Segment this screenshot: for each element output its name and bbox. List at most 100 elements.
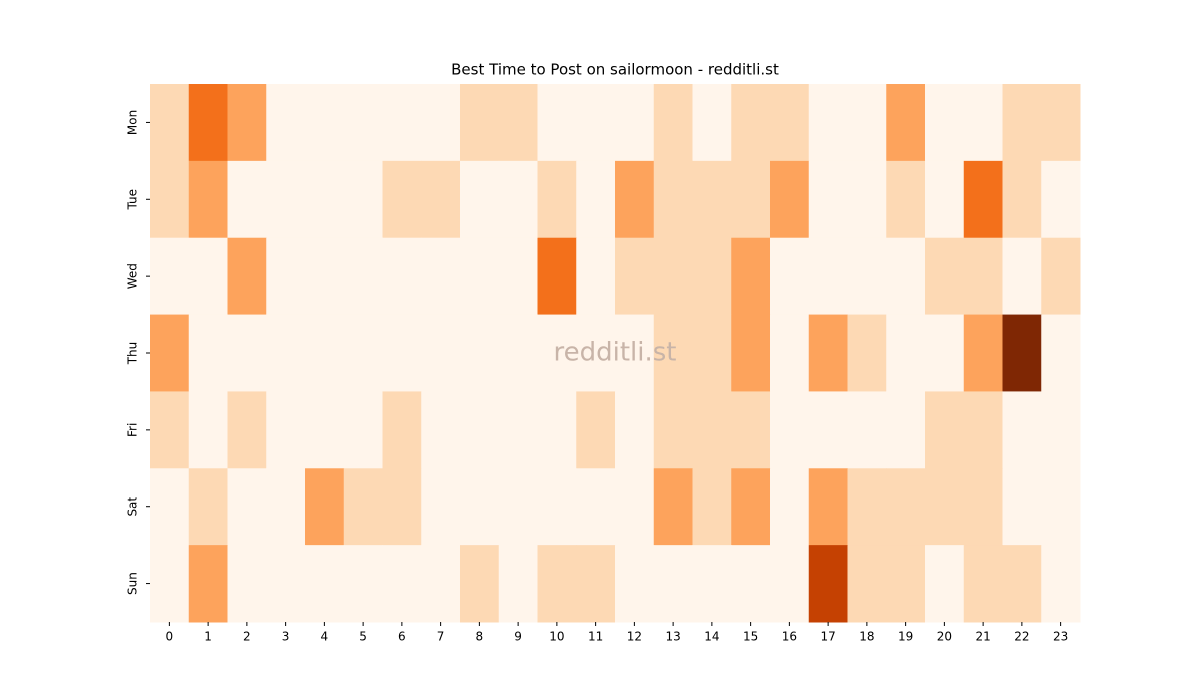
heatmap-cell — [537, 545, 577, 623]
heatmap-cell — [653, 160, 693, 239]
heatmap-cell — [808, 468, 848, 546]
heatmap-cell — [963, 314, 1003, 392]
heatmap-cell — [460, 314, 500, 392]
heatmap-cell — [305, 545, 345, 623]
y-tick-label: Fri — [126, 423, 140, 437]
heatmap-cell — [227, 84, 267, 162]
heatmap-cell — [343, 314, 383, 392]
heatmap-cell — [343, 84, 383, 162]
heatmap-cell — [498, 468, 538, 546]
heatmap-cell — [498, 84, 538, 162]
heatmap-cell — [731, 545, 771, 623]
heatmap-cell — [150, 84, 190, 162]
heatmap-cell — [421, 391, 461, 469]
heatmap-cell — [1002, 391, 1042, 469]
heatmap-cell — [266, 84, 306, 162]
heatmap-cell — [770, 84, 810, 162]
x-tick-label: 5 — [359, 630, 367, 644]
y-tick-label: Wed — [126, 263, 140, 289]
heatmap-cell — [266, 160, 306, 239]
heatmap-cell — [653, 468, 693, 546]
x-tick-label: 23 — [1053, 630, 1068, 644]
heatmap-cell — [963, 160, 1003, 239]
heatmap-cell — [537, 468, 577, 546]
heatmap-cell — [770, 391, 810, 469]
heatmap-cell — [963, 237, 1003, 316]
heatmap-cell — [886, 468, 926, 546]
heatmap-cell — [731, 391, 771, 469]
heatmap-cell — [886, 545, 926, 623]
heatmap-cell — [808, 314, 848, 392]
heatmap-cell — [460, 391, 500, 469]
heatmap-cell — [847, 237, 887, 316]
heatmap-cell — [770, 545, 810, 623]
heatmap-cell — [460, 237, 500, 316]
heatmap-cell — [188, 468, 228, 546]
heatmap-cell — [188, 160, 228, 239]
heatmap-cell — [498, 391, 538, 469]
x-tick-label: 20 — [937, 630, 952, 644]
heatmap-cell — [188, 84, 228, 162]
heatmap-cell — [576, 84, 616, 162]
heatmap-cell — [421, 314, 461, 392]
heatmap-cell — [1041, 314, 1081, 392]
x-tick-label: 17 — [820, 630, 835, 644]
heatmap-cell — [460, 545, 500, 623]
heatmap-cell — [808, 391, 848, 469]
x-tick-label: 1 — [204, 630, 212, 644]
heatmap-cell — [847, 468, 887, 546]
x-tick-label: 15 — [743, 630, 758, 644]
heatmap-cell — [770, 314, 810, 392]
heatmap-cell — [925, 237, 965, 316]
heatmap-cell — [305, 468, 345, 546]
heatmap-cell — [537, 314, 577, 392]
heatmap-cell — [653, 545, 693, 623]
heatmap-cell — [615, 84, 655, 162]
heatmap-cell — [343, 545, 383, 623]
heatmap-cell — [653, 237, 693, 316]
heatmap-cell — [847, 160, 887, 239]
heatmap-cell — [731, 468, 771, 546]
x-tick-label: 11 — [588, 630, 603, 644]
heatmap-cell — [731, 160, 771, 239]
heatmap-cell — [266, 545, 306, 623]
heatmap-cell — [576, 468, 616, 546]
heatmap-cell — [925, 160, 965, 239]
x-tick-label: 9 — [514, 630, 522, 644]
heatmap-cell — [925, 84, 965, 162]
heatmap-cell — [653, 391, 693, 469]
heatmap-cell — [653, 314, 693, 392]
heatmap-cell — [150, 160, 190, 239]
heatmap-cell — [963, 468, 1003, 546]
heatmap-cell — [576, 391, 616, 469]
heatmap-cell — [305, 237, 345, 316]
heatmap-cell — [963, 84, 1003, 162]
heatmap-cell — [615, 391, 655, 469]
heatmap-cell — [343, 391, 383, 469]
heatmap-cell — [537, 160, 577, 239]
heatmap-cell — [227, 545, 267, 623]
heatmap-cell — [1002, 468, 1042, 546]
y-tick-label: Sat — [126, 497, 140, 517]
heatmap-cell — [1002, 84, 1042, 162]
heatmap-cell — [150, 545, 190, 623]
heatmap-cell — [847, 391, 887, 469]
heatmap-cells — [150, 84, 1081, 623]
x-tick-label: 21 — [975, 630, 990, 644]
heatmap-cell — [460, 468, 500, 546]
heatmap-cell — [576, 160, 616, 239]
heatmap-cell — [925, 314, 965, 392]
heatmap-cell — [963, 545, 1003, 623]
heatmap-cell — [421, 468, 461, 546]
heatmap-cell — [305, 314, 345, 392]
heatmap-cell — [150, 468, 190, 546]
heatmap-cell — [886, 237, 926, 316]
heatmap-cell — [576, 314, 616, 392]
heatmap-cell — [382, 237, 422, 316]
heatmap-cell — [615, 468, 655, 546]
x-tick-label: 7 — [437, 630, 445, 644]
heatmap-cell — [886, 84, 926, 162]
heatmap-cell — [498, 160, 538, 239]
x-tick-label: 13 — [665, 630, 680, 644]
heatmap-cell — [266, 314, 306, 392]
